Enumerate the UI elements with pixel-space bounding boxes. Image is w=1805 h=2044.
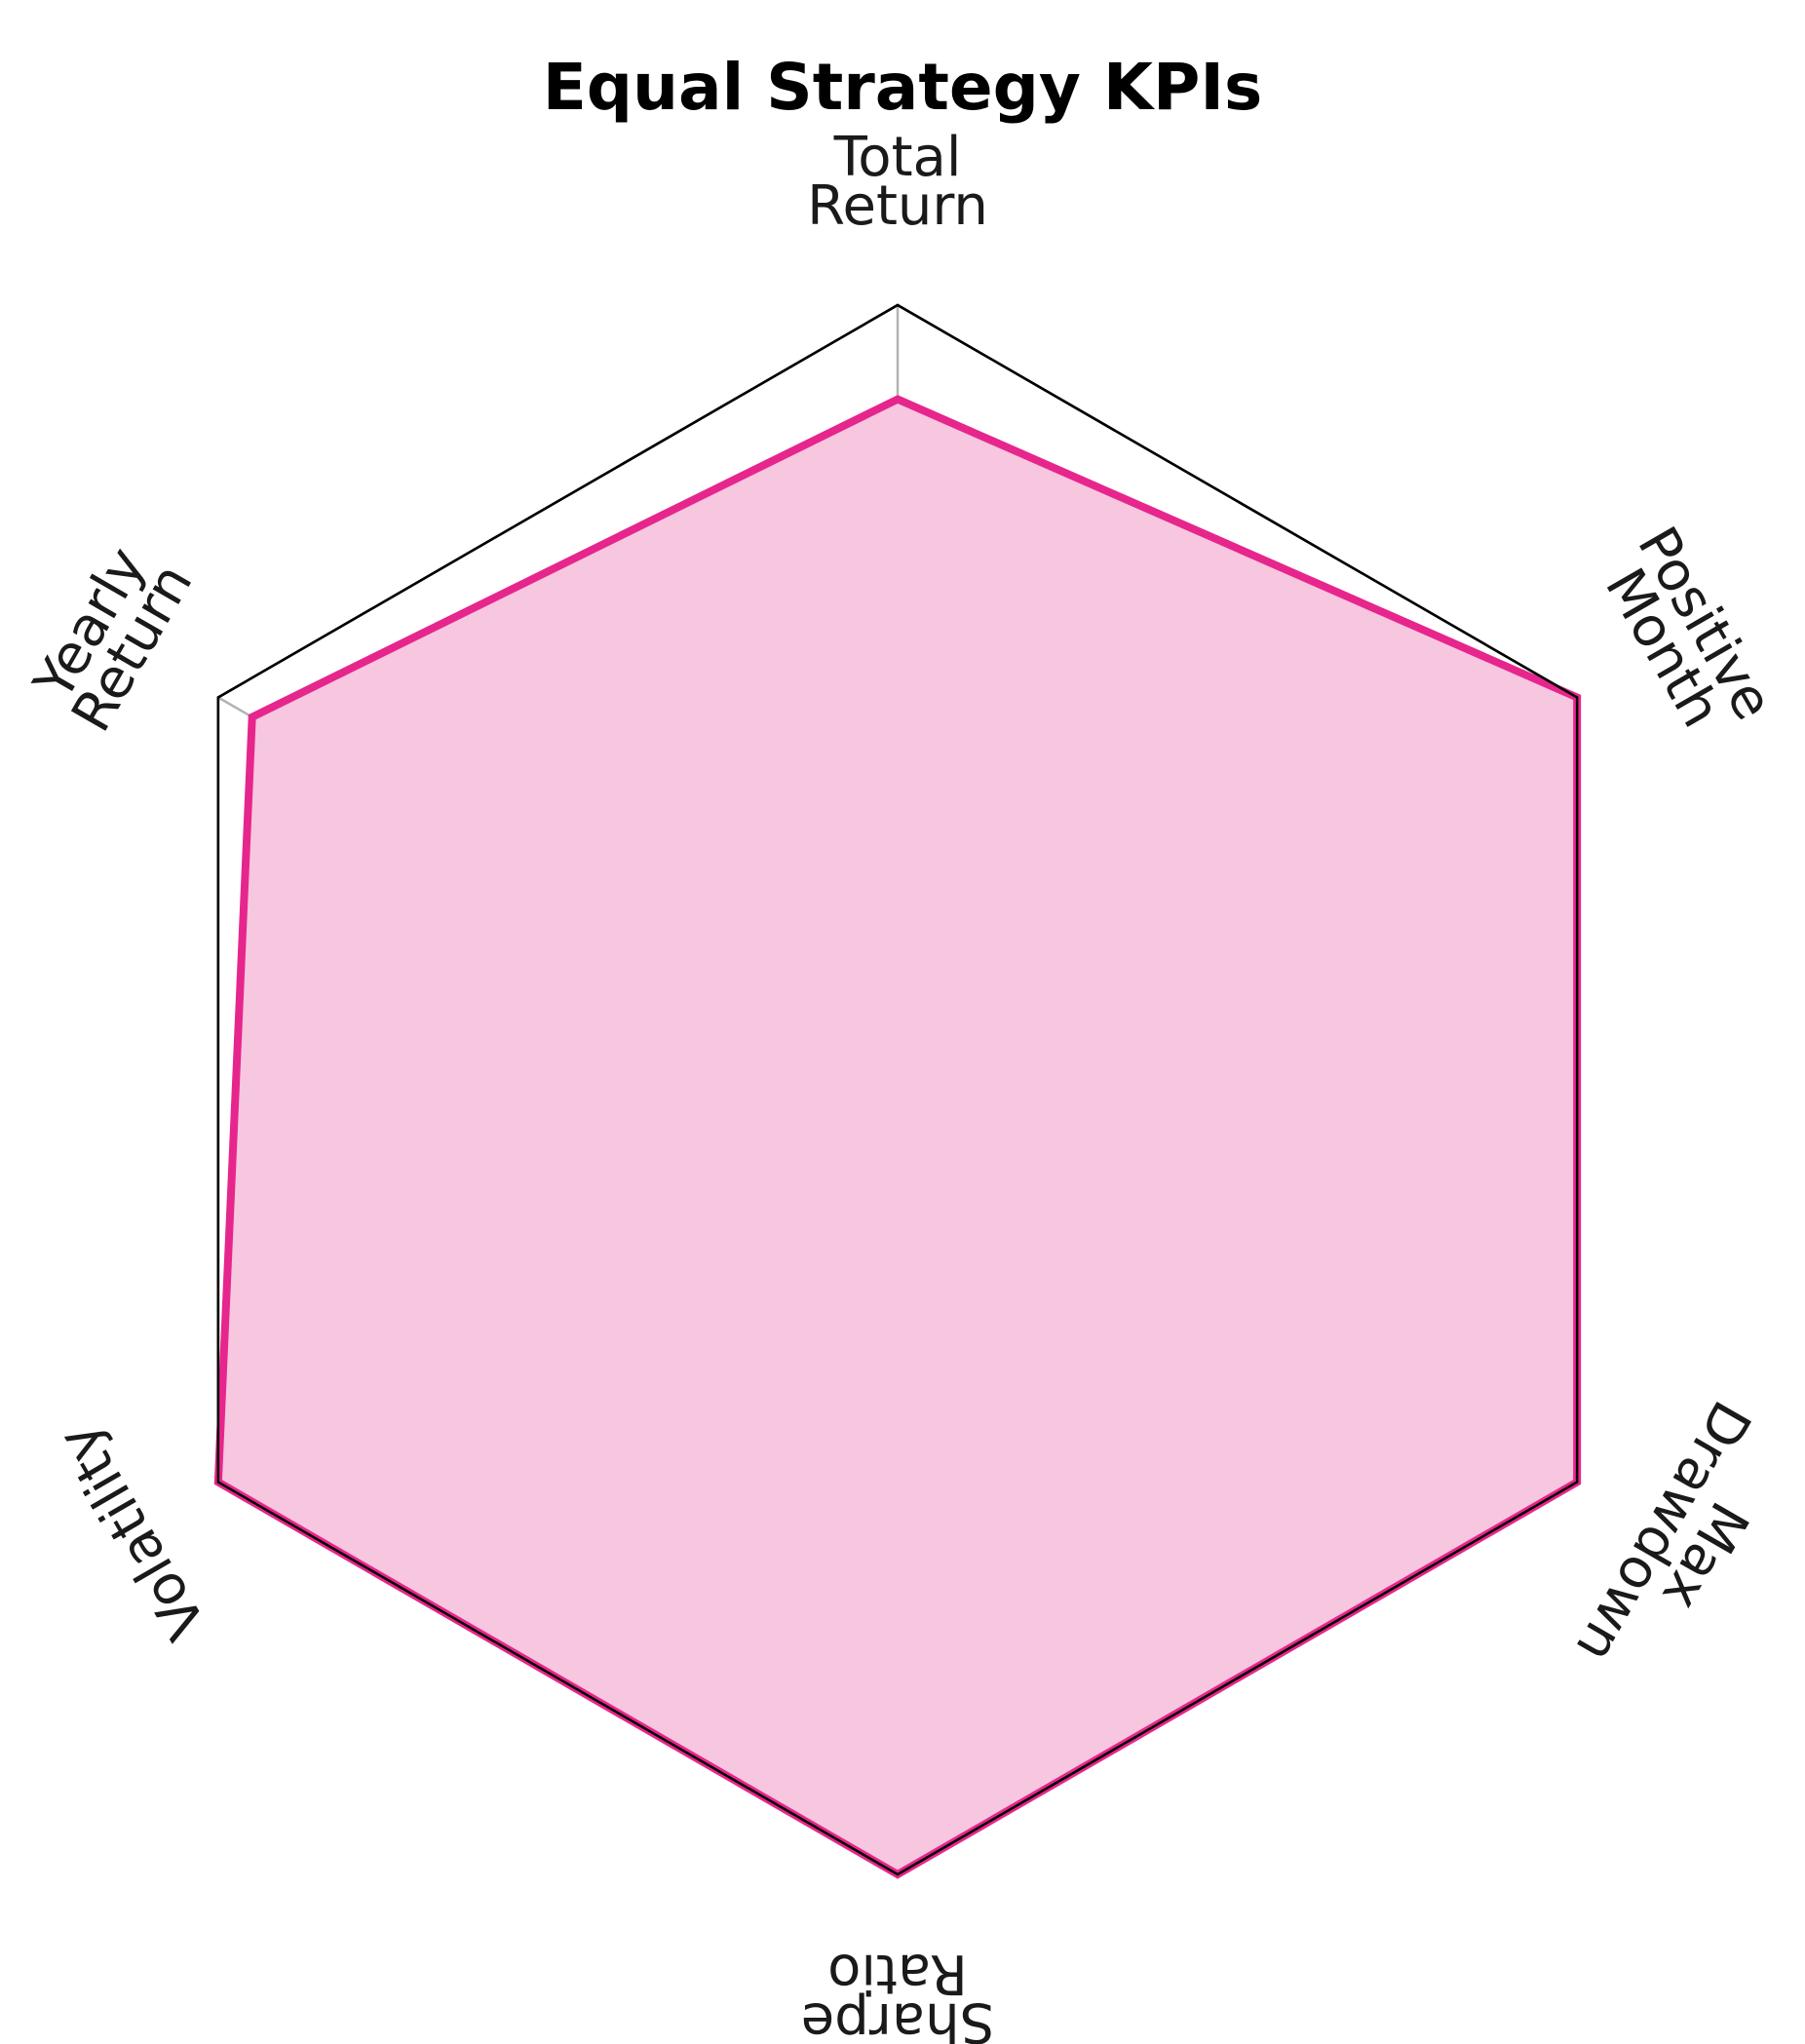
axis-label-group-3: MaxDrawdown [1563, 1390, 1805, 1697]
axis-label-line: Return [807, 174, 988, 238]
axis-label-5: Volatility [46, 1413, 218, 1649]
series-area [218, 400, 1577, 1874]
axis-label-group-1: Total Return [807, 126, 988, 238]
axis-label-4: SharpeRatio [801, 1942, 994, 2044]
axis-label-group-2: PositiveMonth [1583, 517, 1786, 754]
axis-label-2: PositiveMonth [1583, 517, 1786, 754]
axis-label-line: Volatility [46, 1413, 218, 1649]
radar-series-layer [218, 305, 1577, 1874]
axis-label-6: YearlyReturn [18, 529, 206, 742]
axis-label-3: MaxDrawdown [1563, 1390, 1805, 1697]
axis-label-group-6: YearlyReturn [18, 529, 206, 742]
axis-label-group-5: Volatility [46, 1413, 218, 1649]
chart-title: Equal Strategy KPIs [543, 50, 1263, 125]
axis-label-1: Total Return [807, 126, 988, 238]
axis-label-line: Ratio [827, 1942, 968, 2005]
axis-label-group-4: SharpeRatio [801, 1942, 994, 2044]
